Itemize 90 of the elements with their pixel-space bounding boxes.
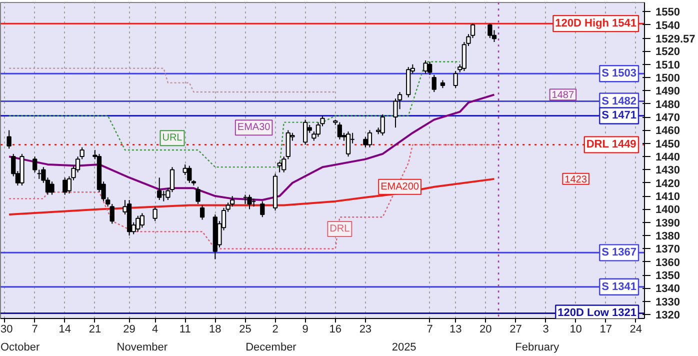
candlestick bbox=[62, 177, 68, 196]
y-tick-label: 1420 bbox=[656, 178, 680, 190]
ref-line-label: S 1341 bbox=[602, 280, 637, 293]
ref-line-label: DRL 1449 bbox=[586, 138, 636, 151]
x-tick-label: 23 bbox=[359, 324, 372, 336]
y-tick-label: 1380 bbox=[656, 230, 680, 243]
x-tick-label: 25 bbox=[239, 324, 252, 336]
line-series bbox=[8, 61, 460, 168]
candlestick bbox=[260, 200, 265, 218]
candlestick bbox=[157, 177, 162, 200]
candlestick bbox=[277, 161, 282, 173]
annotation: URL bbox=[162, 132, 183, 144]
x-tick-label: 27 bbox=[510, 324, 522, 336]
y-tick-label: 1490 bbox=[656, 86, 680, 98]
ref-line-label: S 1471 bbox=[602, 110, 637, 122]
y-tick-label: 1350 bbox=[656, 270, 680, 282]
candlestick bbox=[140, 212, 145, 228]
y-tick-label: 1360 bbox=[656, 256, 680, 269]
candlestick bbox=[136, 215, 140, 232]
x-tick-label: 17 bbox=[600, 324, 612, 336]
annotation: 1423 bbox=[564, 174, 588, 186]
candlestick bbox=[488, 23, 492, 39]
y-tick-label: 1430 bbox=[656, 164, 680, 177]
x-tick-label: 30 bbox=[0, 324, 13, 336]
x-tick-label: 16 bbox=[329, 324, 342, 336]
annotation: DRL bbox=[330, 223, 350, 234]
y-tick-label: 1529.57 bbox=[656, 34, 696, 46]
candlestick bbox=[380, 114, 385, 136]
annotation: EMA30 bbox=[237, 122, 271, 134]
y-tick-label: 1390 bbox=[656, 217, 680, 230]
x-tick-label: 21 bbox=[88, 324, 102, 336]
line-series bbox=[8, 144, 500, 250]
ref-line-label: S 1367 bbox=[602, 246, 637, 259]
candlestick bbox=[196, 186, 200, 204]
candlestick bbox=[453, 70, 458, 89]
ref-line-label: S 1503 bbox=[602, 68, 637, 80]
ref-line-label: 120D High 1541 bbox=[555, 18, 637, 30]
y-tick-label: 1520 bbox=[656, 46, 680, 58]
y-tick-label: 1450 bbox=[656, 138, 680, 150]
text: October bbox=[0, 342, 40, 354]
x-tick-label: 7 bbox=[426, 324, 433, 336]
y-tick-label: 1510 bbox=[656, 59, 680, 72]
y-tick-label: 1370 bbox=[656, 244, 680, 256]
x-tick-label: 18 bbox=[209, 324, 222, 336]
candlestick bbox=[363, 136, 368, 148]
annotation: 1487 bbox=[552, 90, 574, 102]
text: February bbox=[515, 342, 560, 354]
line-series bbox=[8, 178, 496, 216]
text: November bbox=[116, 342, 168, 354]
annotation: EMA200 bbox=[380, 181, 420, 192]
y-tick-label: 1410 bbox=[656, 191, 680, 204]
x-tick-label: 29 bbox=[123, 324, 136, 336]
x-tick-label: 2 bbox=[272, 324, 278, 336]
candlestick bbox=[432, 74, 436, 93]
y-tick-label: 1550 bbox=[656, 6, 680, 19]
candlestick bbox=[50, 181, 54, 196]
y-tick-label: 1340 bbox=[656, 283, 680, 296]
x-tick-label: 10 bbox=[570, 324, 582, 336]
x-tick-label: 11 bbox=[179, 324, 191, 336]
y-tick-label: 1480 bbox=[656, 98, 680, 111]
x-tick-label: 24 bbox=[630, 324, 642, 336]
y-tick-label: 1320 bbox=[656, 310, 680, 322]
text: 2025 bbox=[392, 342, 416, 354]
x-tick-label: 3 bbox=[542, 324, 549, 336]
y-tick-label: 1400 bbox=[656, 204, 680, 216]
y-tick-label: 1540 bbox=[656, 20, 680, 32]
candlestick bbox=[200, 204, 205, 220]
x-tick-label: 13 bbox=[449, 324, 462, 336]
candlestick bbox=[152, 206, 158, 222]
candlestick bbox=[337, 122, 342, 140]
x-tick-label: 4 bbox=[152, 324, 158, 336]
y-tick-label: 1330 bbox=[656, 296, 680, 308]
text: December bbox=[246, 342, 297, 354]
x-tick-label: 14 bbox=[58, 324, 72, 336]
candlestick bbox=[367, 130, 372, 148]
y-tick-label: 1470 bbox=[656, 112, 680, 124]
candlestick bbox=[303, 119, 308, 146]
candlestick bbox=[346, 131, 351, 158]
ref-line-label: 120D Low 1321 bbox=[558, 307, 636, 320]
y-tick-label: 1440 bbox=[656, 152, 680, 164]
y-tick-label: 1460 bbox=[656, 125, 680, 138]
candlestick bbox=[247, 194, 252, 210]
x-tick-label: 20 bbox=[480, 324, 492, 336]
x-tick-label: 7 bbox=[32, 324, 38, 336]
candlestick bbox=[423, 60, 428, 74]
candlestick bbox=[6, 130, 12, 150]
x-tick-label: 9 bbox=[302, 324, 308, 336]
candlestick bbox=[187, 165, 192, 184]
y-tick-label: 1500 bbox=[656, 72, 680, 85]
ref-line-label: S 1482 bbox=[602, 95, 637, 108]
